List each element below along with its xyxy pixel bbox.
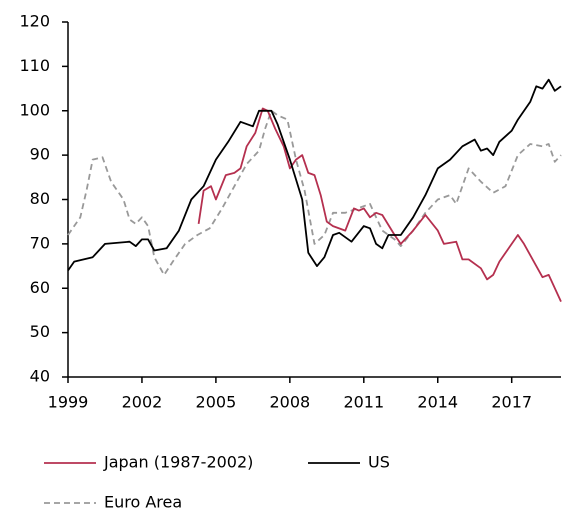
y-tick-label: 120 bbox=[19, 12, 50, 31]
x-tick-label: 2014 bbox=[417, 393, 458, 412]
y-tick-label: 110 bbox=[19, 56, 50, 75]
series-line bbox=[67, 109, 562, 276]
y-tick-label: 100 bbox=[19, 100, 50, 119]
y-tick-label: 50 bbox=[30, 322, 50, 341]
x-tick-label: 2002 bbox=[122, 393, 163, 412]
x-tick-label: 2011 bbox=[343, 393, 384, 412]
legend-label: Japan (1987-2002) bbox=[103, 453, 253, 472]
x-tick-label: 2008 bbox=[269, 393, 310, 412]
x-tick-label: 2005 bbox=[196, 393, 237, 412]
legend-label: Euro Area bbox=[104, 493, 182, 512]
y-tick-label: 70 bbox=[30, 233, 50, 252]
x-tick-label: 1999 bbox=[48, 393, 89, 412]
series-line bbox=[197, 107, 562, 302]
y-tick-label: 60 bbox=[30, 278, 50, 297]
series-line bbox=[67, 78, 562, 272]
y-tick-label: 90 bbox=[30, 145, 50, 164]
legend-label: US bbox=[368, 453, 390, 472]
x-tick-label: 2017 bbox=[491, 393, 532, 412]
y-tick-label: 40 bbox=[30, 367, 50, 386]
y-tick-label: 80 bbox=[30, 189, 50, 208]
